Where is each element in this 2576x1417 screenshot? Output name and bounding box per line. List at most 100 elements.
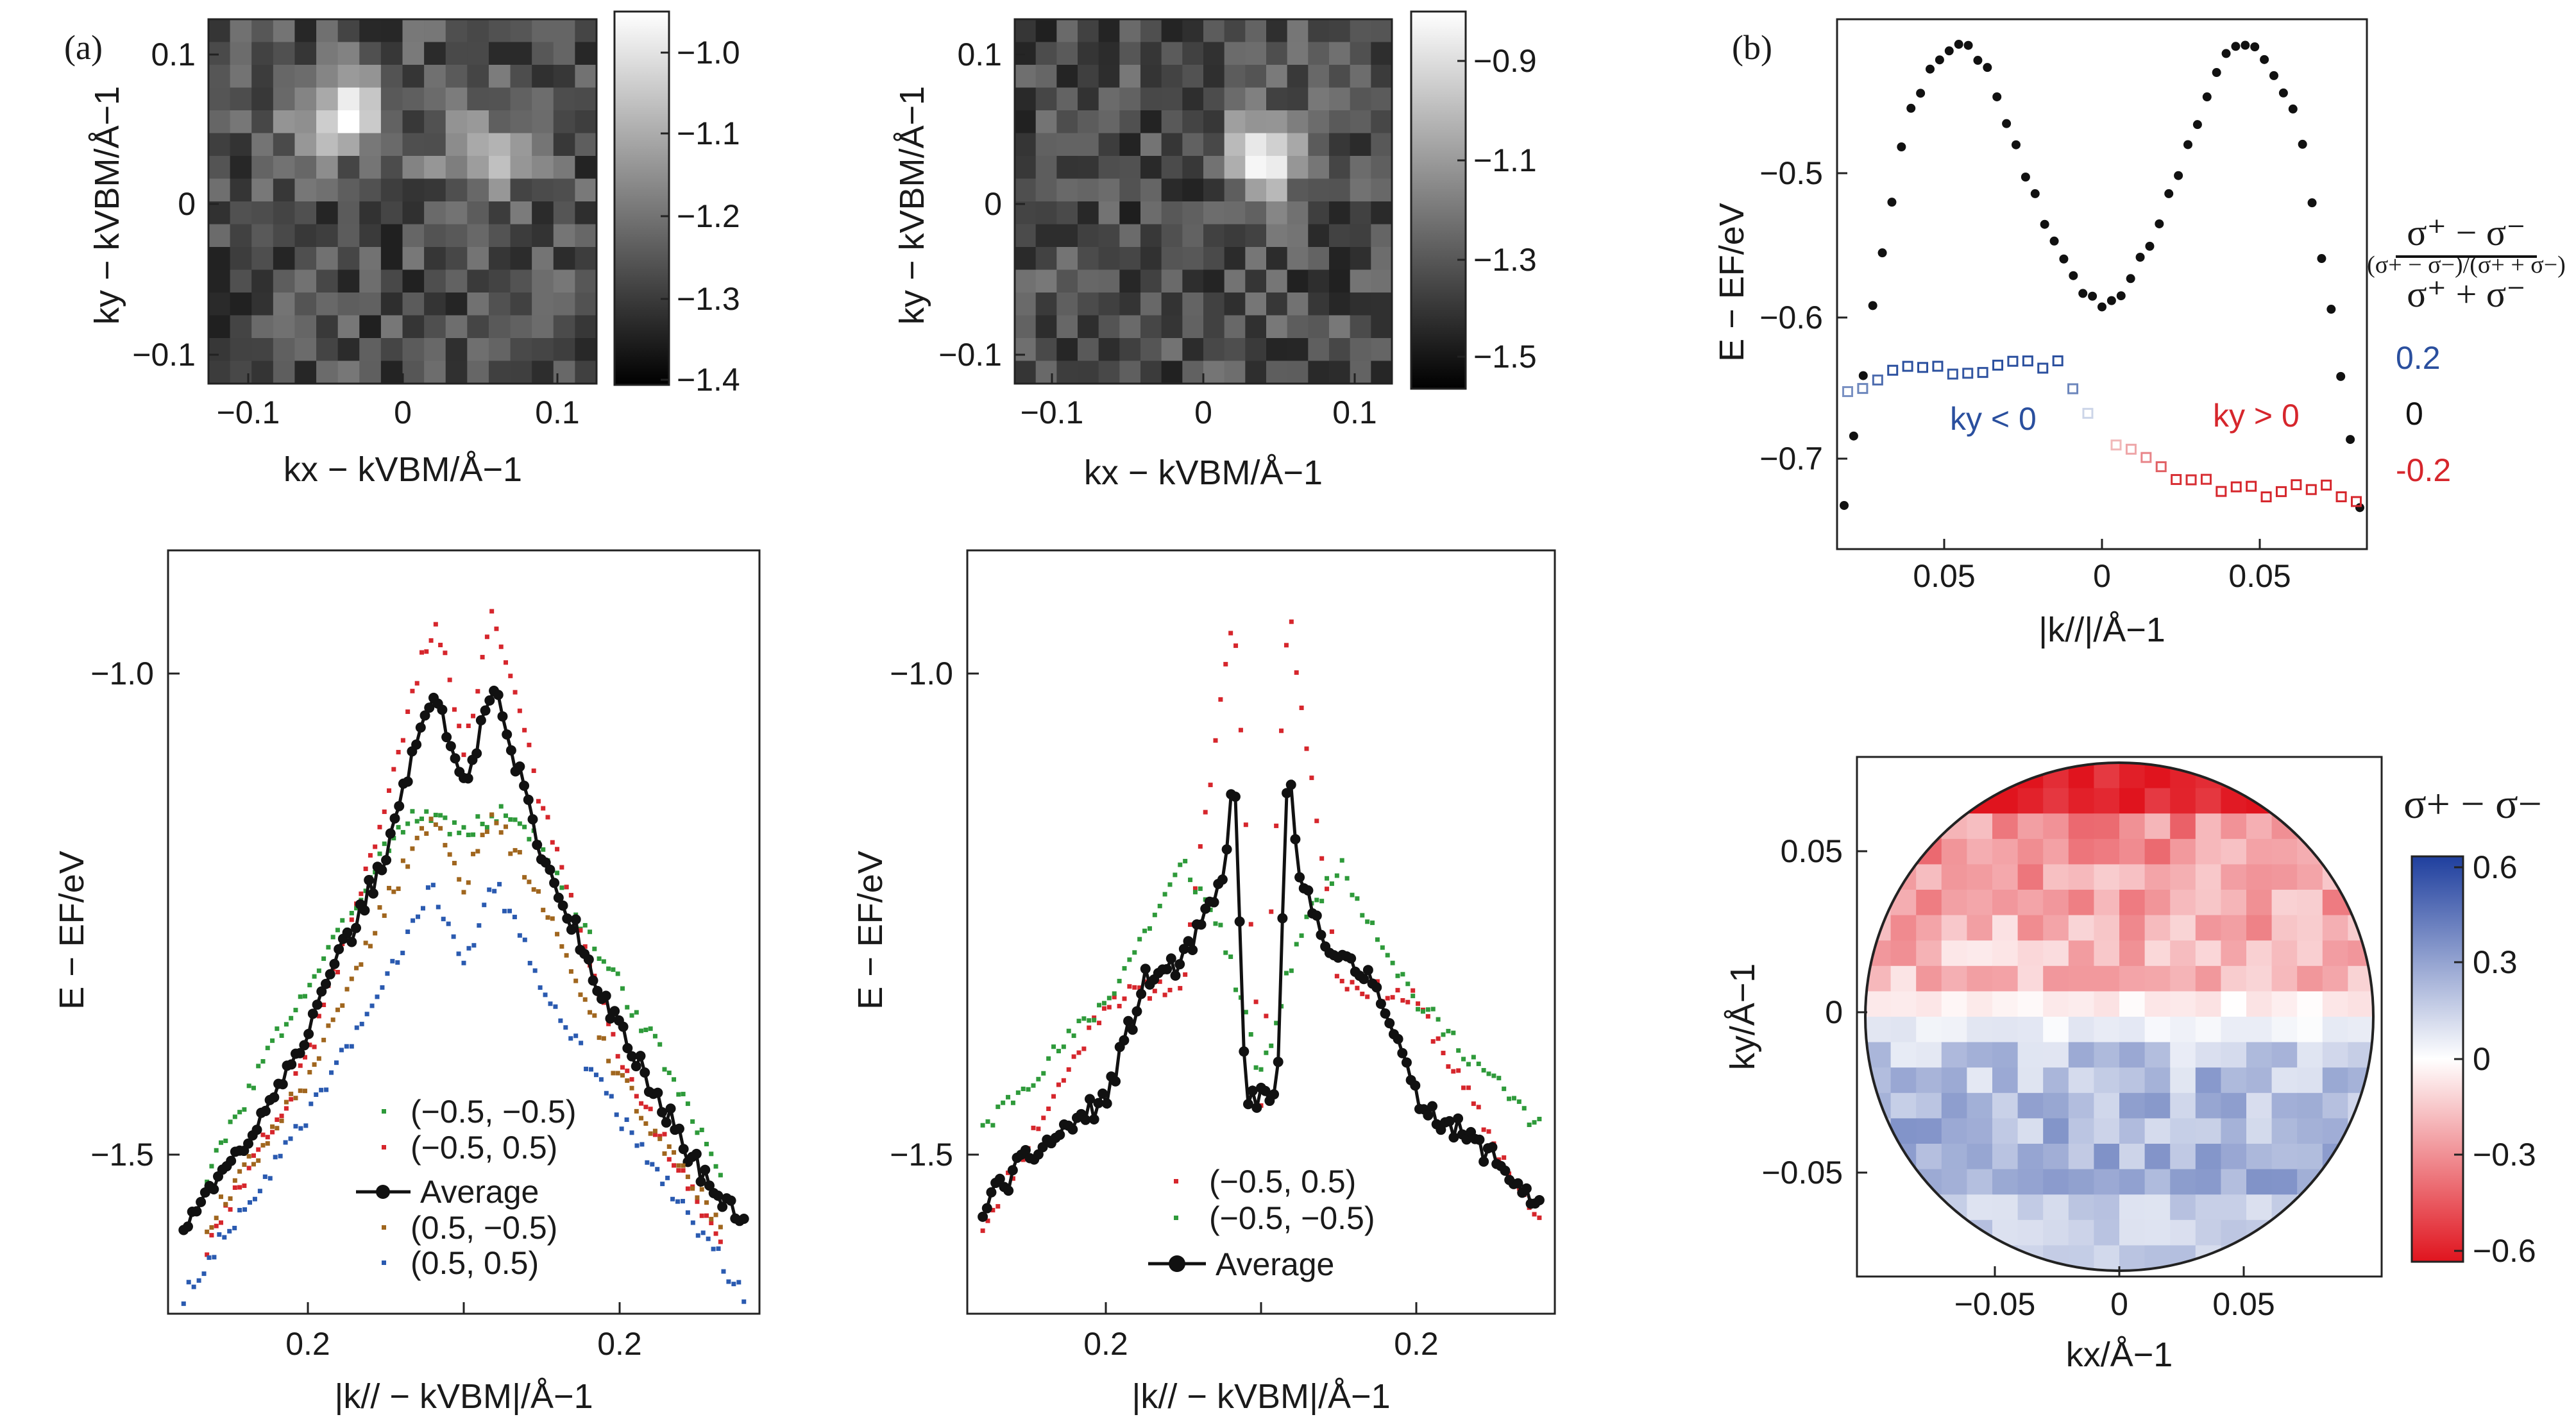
series-point — [1015, 1090, 1021, 1095]
heatmap-cell — [532, 201, 554, 225]
series-point — [1026, 1087, 1031, 1092]
heatmap-cell — [2094, 1067, 2120, 1094]
average-point — [411, 739, 422, 750]
heatmap-cell — [1992, 838, 2019, 865]
series-point — [1071, 1033, 1076, 1039]
b1-right-tick: -0.2 — [2396, 452, 2451, 488]
series-point — [1152, 989, 1157, 994]
heatmap-cell — [208, 65, 231, 89]
average-point — [402, 776, 413, 787]
heatmap-cell — [445, 247, 468, 271]
heatmap-cell — [208, 247, 231, 271]
average-point — [450, 753, 461, 764]
heatmap-cell — [2170, 864, 2196, 890]
heatmap-cell — [2195, 838, 2221, 865]
heatmap-cell — [2119, 1194, 2146, 1221]
average-point — [437, 704, 448, 715]
series-point — [214, 1223, 219, 1228]
average-point — [445, 741, 456, 752]
heatmap-cell — [1287, 293, 1309, 316]
average-point — [182, 1221, 193, 1232]
series-point — [284, 1106, 289, 1111]
series-point — [666, 1144, 672, 1150]
heatmap-cell — [1941, 1245, 1967, 1271]
polarization-ky-neg-point — [1932, 361, 1944, 372]
heatmap-cell — [2170, 1067, 2196, 1094]
heatmap-cell — [2144, 1144, 2171, 1170]
heatmap-cell — [1161, 178, 1183, 202]
heatmap-cell — [2221, 1144, 2247, 1170]
heatmap-cell — [2094, 940, 2120, 967]
heatmap-cell — [2271, 1118, 2298, 1144]
series-point — [363, 940, 368, 946]
series-point — [545, 915, 550, 920]
series-point — [611, 1031, 616, 1037]
series-point — [1213, 738, 1218, 743]
heatmap-cell — [1967, 915, 1993, 941]
a2-xtick-label: 0.1 — [1332, 395, 1377, 430]
series-point — [1056, 1049, 1061, 1054]
series-point — [606, 1058, 611, 1064]
heatmap-cell — [2246, 915, 2273, 941]
series-point — [1329, 929, 1334, 934]
heatmap-cell — [2348, 763, 2373, 789]
heatmap-cell — [1078, 178, 1099, 202]
a1-xticks: −0.1 0 0.1 — [217, 373, 580, 430]
heatmap-cell — [488, 247, 511, 271]
heatmap-cell — [1015, 133, 1037, 157]
average-point — [695, 1176, 706, 1187]
series-point — [1188, 878, 1193, 883]
heatmap-cell — [532, 338, 554, 362]
heatmap-cell — [251, 87, 274, 111]
heatmap-cell — [402, 133, 425, 157]
heatmap-cell — [402, 315, 425, 339]
heatmap-cell — [359, 110, 382, 134]
series-point — [1122, 966, 1127, 971]
series-point — [456, 951, 461, 956]
heatmap-cell — [2271, 838, 2298, 865]
series-point — [461, 825, 466, 830]
heatmap-cell — [1015, 87, 1037, 111]
heatmap-cell — [208, 361, 231, 384]
a1-cbar-tick: −1.0 — [677, 35, 740, 71]
series-point — [527, 742, 532, 747]
series-point — [695, 1233, 700, 1238]
band-point — [2069, 271, 2078, 280]
heatmap-cell — [1890, 991, 1917, 1017]
heatmap-cell — [359, 224, 382, 248]
series-point — [597, 956, 602, 961]
heatmap-cell — [2271, 1067, 2298, 1094]
heatmap-cell — [2043, 763, 2069, 789]
series-point — [443, 843, 448, 848]
heatmap-cell — [532, 293, 554, 316]
series-point — [1243, 822, 1248, 827]
heatmap-cell — [2195, 1067, 2221, 1094]
series-point — [228, 1207, 233, 1212]
heatmap-cell — [1287, 42, 1309, 65]
panel-label-b: (b) — [1732, 28, 1772, 67]
a1-ylabel: ky − kVBM/Å−1 — [88, 86, 126, 325]
series-point — [1314, 819, 1319, 824]
b1-right-axis-numerator: σ⁺ − σ⁻ — [2407, 212, 2525, 253]
heatmap-cell — [2144, 915, 2171, 941]
heatmap-cell — [2043, 813, 2069, 840]
heatmap-cell — [532, 156, 554, 180]
heatmap-cell — [1119, 224, 1141, 248]
heatmap-cell — [273, 293, 296, 316]
heatmap-cell — [2195, 1219, 2221, 1246]
series-point — [457, 830, 462, 835]
series-point — [368, 853, 373, 858]
series-point — [400, 738, 405, 743]
heatmap-cell — [1224, 19, 1246, 43]
heatmap-cell — [208, 178, 231, 202]
band-point — [1992, 92, 2002, 101]
band-point — [1877, 248, 1887, 258]
heatmap-cell — [2094, 838, 2120, 865]
series-point — [1258, 1067, 1264, 1072]
average-point — [1101, 1098, 1112, 1109]
heatmap-cell — [1245, 178, 1267, 202]
series-point — [275, 1126, 280, 1131]
heatmap-cell — [532, 65, 554, 89]
heatmap-cell — [2017, 1219, 2044, 1246]
heatmap-cell — [1203, 269, 1225, 293]
